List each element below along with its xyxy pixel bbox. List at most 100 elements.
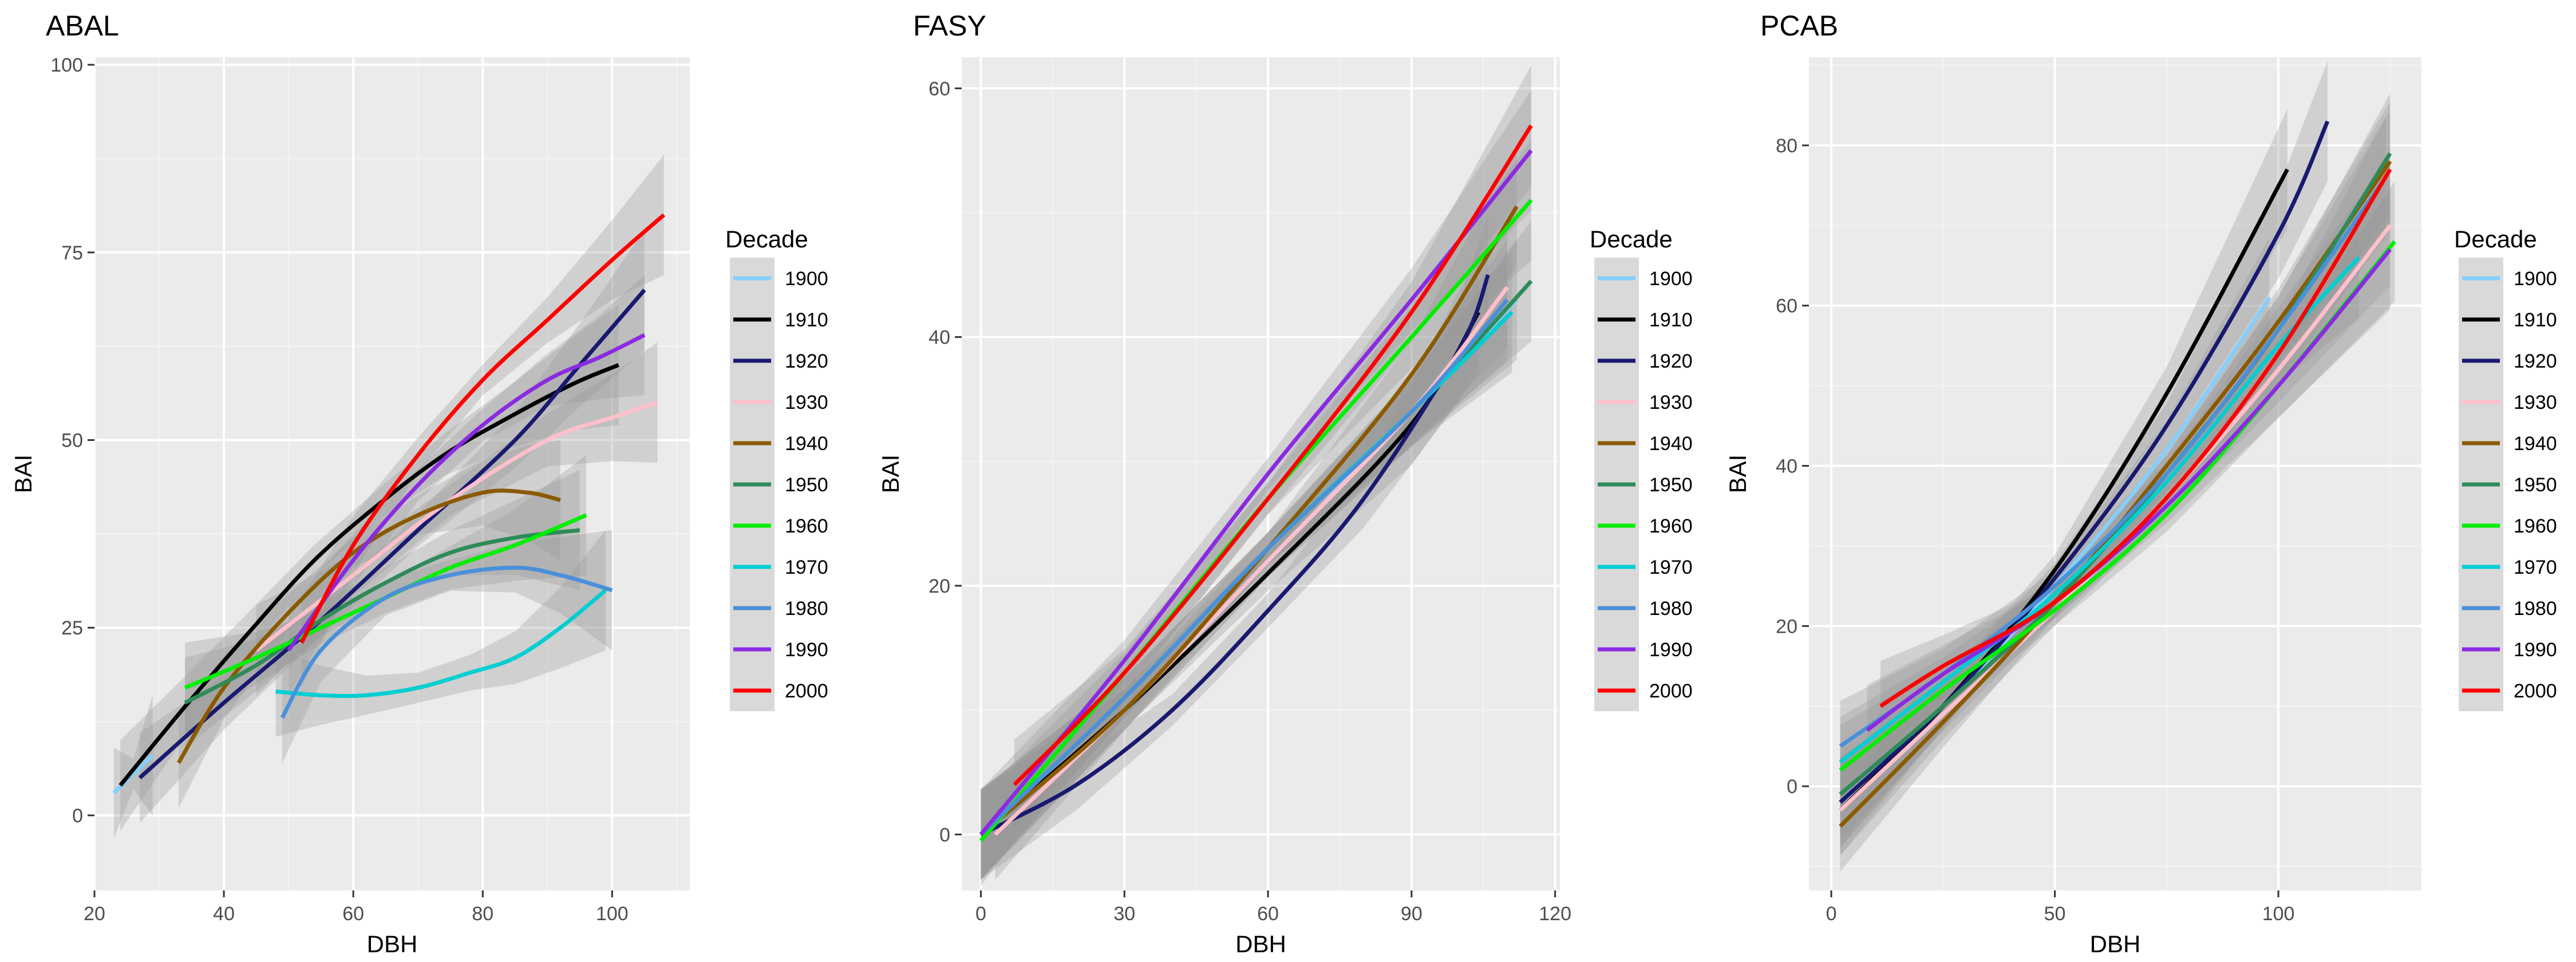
x-tick-label: 90 <box>1401 903 1423 925</box>
y-axis-label: BAI <box>10 455 37 494</box>
plot-area <box>1839 61 2396 872</box>
ribbon-1950 <box>185 470 580 748</box>
legend-label-1980: 1980 <box>1649 598 1693 620</box>
legend-label-1940: 1940 <box>1649 433 1693 455</box>
series-line-1970 <box>275 588 607 698</box>
panel-title: ABAL <box>46 10 119 42</box>
ribbon-1920 <box>981 214 1488 880</box>
legend-label-1970: 1970 <box>1649 557 1693 578</box>
plot-background <box>1809 57 2421 890</box>
y-tick-label: 0 <box>72 805 83 827</box>
legend-label-1990: 1990 <box>1649 639 1693 661</box>
ribbon-1940 <box>178 440 560 809</box>
legend-label-1980: 1980 <box>785 598 828 620</box>
x-tick-label: 60 <box>1257 903 1279 925</box>
x-tick-label: 120 <box>1539 903 1571 925</box>
series-line-2000 <box>1013 124 1533 786</box>
plot-background <box>94 57 690 890</box>
legend-label-1920: 1920 <box>785 350 828 372</box>
panel-abal: ABAL 20 40 60 80 100 0 25 50 75 100 DBH BAI Decade 190… <box>10 10 828 957</box>
ribbon-1970 <box>275 530 606 737</box>
series-line-1900 <box>112 754 155 795</box>
panel-title: FASY <box>913 10 986 42</box>
ribbon-1990 <box>1867 189 2391 776</box>
x-tick-label: 0 <box>975 903 986 925</box>
ribbon-1940 <box>1840 101 2391 872</box>
ribbon-2000 <box>301 155 664 688</box>
y-tick-label: 50 <box>61 430 83 452</box>
legend-label-1930: 1930 <box>785 392 828 413</box>
x-tick-label: 60 <box>342 903 364 925</box>
y-tick-label: 20 <box>929 575 950 597</box>
ribbon-1920 <box>1840 61 2328 848</box>
y-axis-label: BAI <box>1724 455 1751 494</box>
y-axis-label: BAI <box>877 455 904 494</box>
series-line-2000 <box>299 213 666 644</box>
legend-label-1950: 1950 <box>2514 474 2557 496</box>
legend-label-1910: 1910 <box>785 309 828 331</box>
legend-title: Decade <box>1590 226 1673 253</box>
x-axis-label: DBH <box>1235 931 1286 957</box>
legend-label-1910: 1910 <box>1649 309 1693 331</box>
y-tick-label: 0 <box>1787 776 1797 798</box>
legend-label-1940: 1940 <box>785 433 828 455</box>
y-tick-label: 75 <box>61 242 83 264</box>
ribbon-1910 <box>981 252 1479 880</box>
y-tick-label: 0 <box>939 824 950 846</box>
legend-label-2000: 2000 <box>1649 680 1693 702</box>
x-axis-label: DBH <box>367 931 418 957</box>
legend-label-2000: 2000 <box>785 680 828 702</box>
y-tick-label: 80 <box>1776 135 1797 157</box>
y-tick-label: 60 <box>1776 295 1797 317</box>
series-line-1910 <box>118 363 619 787</box>
series-line-1980 <box>979 298 1509 836</box>
panel-fasy: FASY 0 30 60 90 120 0 20 40 60 DBH BAI Decade 1900 191… <box>877 10 1693 957</box>
y-tick-label: 20 <box>1776 616 1797 637</box>
legend-label-1950: 1950 <box>1649 474 1693 496</box>
legend-label-1970: 1970 <box>2514 557 2557 578</box>
y-tick-label: 25 <box>61 617 83 639</box>
x-tick-label: 100 <box>2262 903 2295 925</box>
legend-label-1960: 1960 <box>2514 515 2557 537</box>
legend-label-1940: 1940 <box>2514 433 2557 455</box>
x-tick-label: 80 <box>472 903 493 925</box>
ribbon-1920 <box>140 230 645 823</box>
ribbon-1960 <box>185 455 587 734</box>
legend-label-2000: 2000 <box>2514 680 2557 702</box>
legend-label-1960: 1960 <box>785 515 828 537</box>
series-line-2000 <box>1879 168 2392 708</box>
ribbon-1910 <box>120 305 619 831</box>
plot-area <box>979 65 1533 886</box>
ribbon-1980 <box>282 530 613 763</box>
legend-label-1990: 1990 <box>2514 639 2557 661</box>
x-tick-label: 100 <box>596 903 629 925</box>
legend-label-1980: 1980 <box>2514 598 2557 620</box>
legend-label-1910: 1910 <box>2514 309 2557 331</box>
y-tick-label: 100 <box>50 54 83 76</box>
x-tick-label: 50 <box>2044 903 2066 925</box>
x-tick-label: 30 <box>1113 903 1135 925</box>
y-tick-label: 60 <box>929 78 950 100</box>
y-tick-label: 40 <box>1776 456 1797 478</box>
legend-title: Decade <box>725 226 808 253</box>
y-tick-label: 40 <box>929 327 950 349</box>
legend-label-1960: 1960 <box>1649 515 1693 537</box>
plot-area <box>112 155 666 838</box>
legend-label-1900: 1900 <box>2514 268 2557 290</box>
ribbon-2000 <box>1880 109 2391 752</box>
plot-background <box>962 57 1560 890</box>
x-tick-label: 20 <box>84 903 105 925</box>
ribbon-1990 <box>289 274 645 696</box>
ribbon-1930 <box>995 227 1508 880</box>
legend-title: Decade <box>2454 226 2537 253</box>
panel-title: PCAB <box>1760 10 1838 42</box>
panel-pcab: PCAB 0 50 100 0 20 40 60 80 DBH BAI Decade 1900 1910 1… <box>1724 10 2557 957</box>
legend-label-1920: 1920 <box>2514 350 2557 372</box>
ribbon-1980 <box>1840 117 2386 792</box>
series-line-1970 <box>1839 256 2361 764</box>
legend-label-1970: 1970 <box>785 557 828 578</box>
legend-label-1900: 1900 <box>785 268 828 290</box>
series-line-1950 <box>184 528 580 705</box>
